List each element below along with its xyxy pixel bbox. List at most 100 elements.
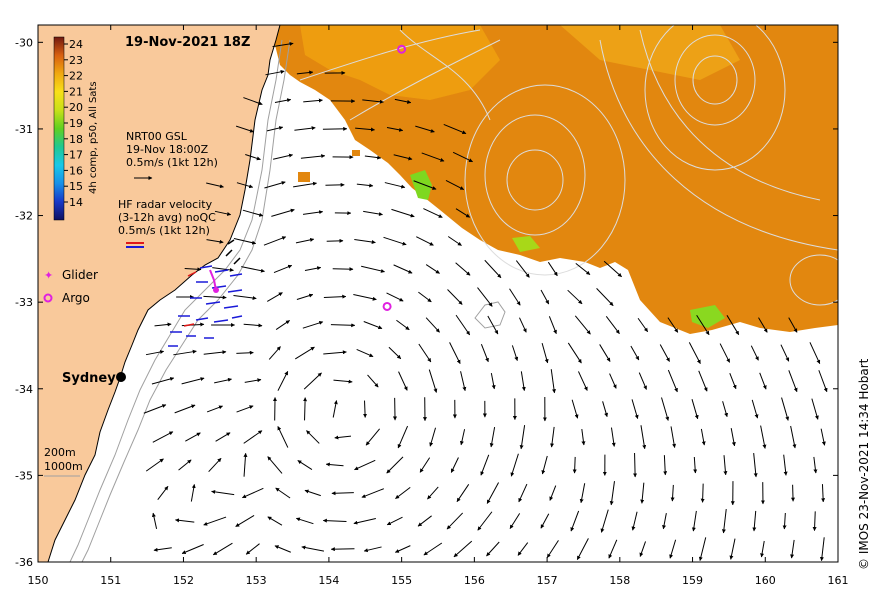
velocity-arrow bbox=[294, 346, 315, 360]
colorbar-ticks: 24 23 22 21 20 19 18 17 16 15 14 bbox=[64, 38, 83, 209]
velocity-arrow bbox=[638, 372, 647, 390]
velocity-arrow bbox=[418, 343, 432, 363]
velocity-arrow bbox=[190, 484, 196, 502]
velocity-arrow bbox=[214, 210, 232, 216]
velocity-arrow bbox=[782, 512, 787, 530]
velocity-arrow bbox=[242, 209, 264, 217]
legend-glider: Glider bbox=[62, 268, 98, 282]
velocity-arrow bbox=[571, 399, 579, 419]
velocity-arrow bbox=[331, 491, 354, 496]
legend-hf-line1: HF radar velocity bbox=[118, 198, 213, 211]
velocity-arrow bbox=[819, 537, 825, 562]
velocity-arrow bbox=[274, 545, 291, 553]
velocity-arrow bbox=[394, 98, 412, 104]
velocity-arrow bbox=[151, 512, 158, 529]
velocity-arrow bbox=[455, 208, 471, 218]
velocity-arrow bbox=[154, 322, 172, 327]
velocity-arrow bbox=[455, 262, 471, 276]
velocity-arrow bbox=[293, 181, 317, 188]
velocity-arrow bbox=[729, 373, 737, 390]
colorbar-tick-label: 24 bbox=[69, 38, 83, 51]
velocity-arrow bbox=[693, 456, 698, 474]
velocity-arrow bbox=[480, 344, 489, 363]
velocity-arrow bbox=[663, 455, 668, 476]
velocity-arrow bbox=[698, 537, 707, 561]
velocity-arrow bbox=[365, 428, 381, 446]
colorbar-tick-label: 22 bbox=[69, 70, 83, 83]
velocity-arrow bbox=[446, 512, 464, 530]
velocity-arrow bbox=[275, 487, 291, 499]
velocity-arrow bbox=[268, 346, 281, 360]
sst-field bbox=[270, 25, 838, 334]
y-tick-label: -36 bbox=[15, 556, 33, 569]
velocity-arrow bbox=[540, 289, 550, 305]
velocity-arrow bbox=[813, 456, 818, 474]
velocity-arrow bbox=[181, 377, 205, 385]
velocity-arrow bbox=[174, 404, 196, 414]
sst-speckle bbox=[298, 172, 310, 182]
velocity-arrow bbox=[548, 316, 557, 335]
velocity-arrow bbox=[605, 316, 620, 334]
x-tick-label: 154 bbox=[318, 574, 339, 587]
velocity-arrow bbox=[520, 371, 526, 392]
velocity-arrow bbox=[609, 481, 615, 506]
velocity-arrow bbox=[271, 208, 295, 217]
velocity-arrow bbox=[393, 264, 413, 274]
legend-argo: Argo bbox=[62, 291, 90, 305]
x-tick-label: 159 bbox=[682, 574, 703, 587]
velocity-arrow bbox=[751, 399, 759, 419]
velocity-arrow bbox=[296, 293, 314, 300]
velocity-arrow bbox=[267, 292, 283, 302]
velocity-arrow bbox=[236, 182, 254, 189]
velocity-arrow bbox=[236, 405, 254, 413]
velocity-arrow bbox=[688, 342, 701, 364]
velocity-arrow bbox=[178, 459, 192, 471]
velocity-arrow bbox=[719, 343, 731, 363]
velocity-arrow bbox=[303, 98, 323, 103]
velocity-arrow bbox=[549, 485, 557, 501]
velocity-arrow bbox=[726, 315, 740, 336]
velocity-arrow bbox=[603, 260, 622, 278]
velocity-arrow bbox=[215, 432, 231, 442]
velocity-arrow bbox=[266, 126, 284, 132]
velocity-arrow bbox=[300, 154, 326, 159]
velocity-arrow bbox=[428, 369, 438, 393]
velocity-arrow bbox=[416, 236, 434, 246]
velocity-arrow bbox=[480, 454, 490, 476]
legend-depth-200: 200m bbox=[44, 446, 76, 459]
velocity-arrow bbox=[151, 377, 175, 385]
velocity-arrow bbox=[550, 426, 555, 448]
ssh-contours bbox=[299, 25, 838, 306]
velocity-arrow bbox=[570, 510, 580, 532]
land-australia bbox=[38, 25, 281, 562]
velocity-arrow bbox=[667, 369, 678, 393]
colorbar-label: 4h comp, p50, All Sats bbox=[88, 81, 99, 194]
velocity-arrow bbox=[691, 399, 699, 420]
velocity-arrow bbox=[515, 260, 530, 278]
velocity-arrow bbox=[602, 401, 609, 418]
velocity-arrow bbox=[423, 542, 443, 556]
velocity-arrow bbox=[184, 267, 202, 272]
velocity-arrow bbox=[489, 426, 496, 448]
velocity-arrow bbox=[667, 317, 679, 333]
velocity-arrow bbox=[245, 154, 261, 161]
velocity-arrow bbox=[608, 539, 618, 559]
velocity-arrow bbox=[393, 154, 413, 161]
velocity-arrow bbox=[447, 289, 463, 305]
velocity-arrow bbox=[243, 430, 263, 444]
x-tick-label: 150 bbox=[28, 574, 49, 587]
velocity-arrow bbox=[722, 401, 729, 418]
sst-warm-patch bbox=[300, 25, 500, 100]
velocity-arrow bbox=[243, 323, 263, 328]
velocity-arrow bbox=[637, 317, 649, 333]
velocity-arrow bbox=[418, 291, 432, 303]
credit-text: © IMOS 23-Nov-2021 14:34 Hobart bbox=[857, 358, 871, 570]
velocity-arrow bbox=[157, 486, 169, 500]
legend-argo-icon bbox=[43, 293, 53, 303]
velocity-arrow bbox=[395, 487, 411, 499]
velocity-arrow bbox=[790, 539, 795, 559]
velocity-arrow bbox=[153, 547, 172, 552]
velocity-arrow bbox=[427, 486, 439, 500]
velocity-arrow bbox=[301, 545, 325, 552]
